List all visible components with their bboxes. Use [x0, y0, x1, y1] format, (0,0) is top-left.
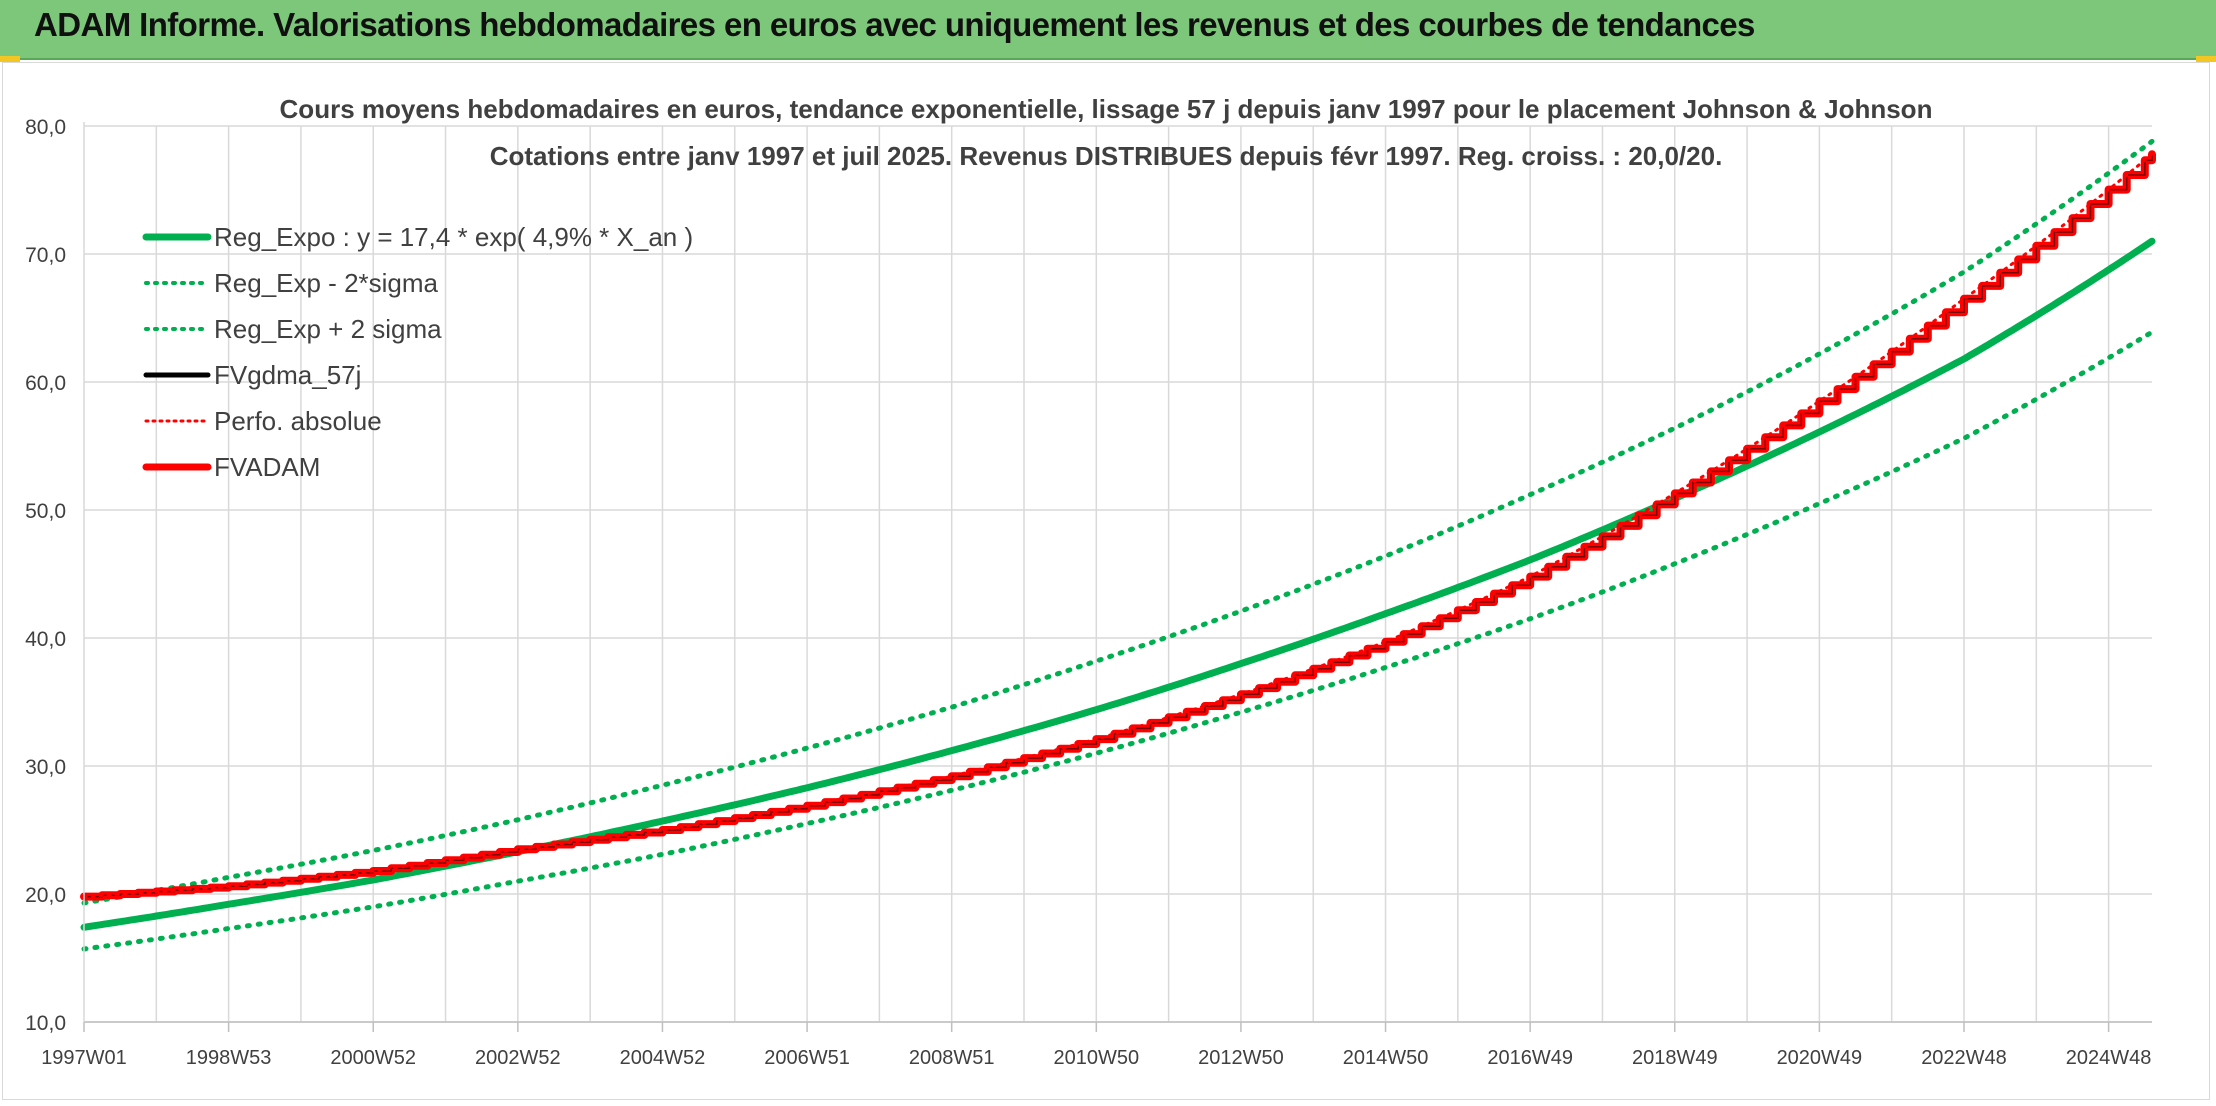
- y-tick-label: 10,0: [25, 1012, 66, 1035]
- legend-label: Reg_Exp + 2 sigma: [214, 314, 442, 344]
- y-tick-label: 30,0: [25, 756, 66, 779]
- series-line-reg-minus-2sigma: [81, 329, 2155, 952]
- x-tick-label: 2006W51: [764, 1047, 850, 1069]
- series-line-fvadam: [80, 150, 2156, 901]
- x-tick-label: 1997W01: [41, 1047, 127, 1069]
- y-tick-label: 80,0: [25, 116, 66, 139]
- x-tick-label: 2024W48: [2066, 1047, 2152, 1069]
- x-tick-label: 2012W50: [1198, 1047, 1284, 1069]
- x-tick-label: 2000W52: [330, 1047, 416, 1069]
- series-line-fvadam-steps: [84, 154, 2153, 898]
- legend-label: FVgdma_57j: [214, 360, 361, 390]
- corner-marker-right: [2196, 56, 2216, 62]
- x-tick-label: 2020W49: [1777, 1047, 1863, 1069]
- chart-legend: Reg_Expo : y = 17,4 * exp( 4,9% * X_an )…: [142, 222, 693, 482]
- x-tick-label: 2004W52: [620, 1047, 706, 1069]
- series-line-reg-expo: [80, 237, 2156, 931]
- x-tick-label: 2008W51: [909, 1047, 995, 1069]
- report-header-bar: ADAM Informe. Valorisations hebdomadaire…: [0, 0, 2216, 60]
- x-tick-label: 2022W48: [1921, 1047, 2007, 1069]
- report-title: ADAM Informe. Valorisations hebdomadaire…: [34, 6, 1755, 43]
- legend-label: Perfo. absolue: [214, 406, 382, 436]
- y-tick-label: 20,0: [25, 884, 66, 907]
- x-tick-label: 2010W50: [1053, 1047, 1139, 1069]
- series-layer: [80, 138, 2156, 952]
- corner-marker-left: [0, 56, 20, 62]
- legend-label: Reg_Expo : y = 17,4 * exp( 4,9% * X_an ): [214, 222, 693, 252]
- x-tick-label: 1998W53: [186, 1047, 272, 1069]
- y-tick-label: 70,0: [25, 244, 66, 267]
- axis-layer: 10,0 20,0 30,0 40,0 50,0 60,0 70,0 80,0 1997W01 1…: [25, 116, 2152, 1069]
- legend-label: FVADAM: [214, 452, 320, 482]
- x-tick-label: 2014W50: [1343, 1047, 1429, 1069]
- chart-area: [2, 62, 2210, 1100]
- chart-title: Cours moyens hebdomadaires en euros, ten…: [280, 94, 1933, 124]
- series-line-perfo-absolue: [82, 152, 2154, 899]
- x-tick-label: 2002W52: [475, 1047, 561, 1069]
- y-tick-label: 40,0: [25, 628, 66, 651]
- grid-layer: [84, 125, 2152, 1023]
- series-line-reg-plus-2sigma: [81, 138, 2155, 906]
- x-tick-label: 2018W49: [1632, 1047, 1718, 1069]
- legend-label: Reg_Exp - 2*sigma: [214, 268, 439, 298]
- chart-subtitle: Cotations entre janv 1997 et juil 2025. …: [490, 141, 1723, 171]
- x-tick-label: 2016W49: [1487, 1047, 1573, 1069]
- y-tick-label: 50,0: [25, 500, 66, 523]
- y-tick-label: 60,0: [25, 372, 66, 395]
